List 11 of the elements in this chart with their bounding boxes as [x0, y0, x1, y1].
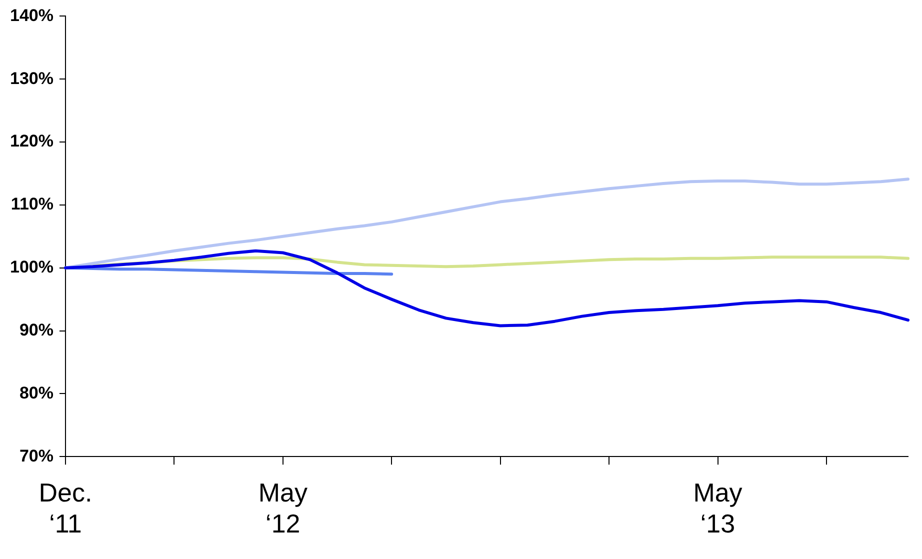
y-tick-label: 120%	[10, 132, 54, 151]
y-tick-label: 90%	[19, 320, 54, 340]
x-tick-label: May ‘13	[693, 477, 742, 539]
y-tick-label: 140%	[10, 6, 54, 25]
y-tick-label: 80%	[19, 383, 54, 402]
y-tick-label: 70%	[19, 446, 54, 466]
x-tick-label: May ‘12	[258, 477, 308, 539]
y-tick-label: 130%	[10, 68, 54, 88]
y-tick-label: 110%	[10, 194, 54, 214]
x-tick-label: Dec. ‘11	[38, 477, 92, 539]
y-tick-label: 100%	[10, 258, 54, 277]
